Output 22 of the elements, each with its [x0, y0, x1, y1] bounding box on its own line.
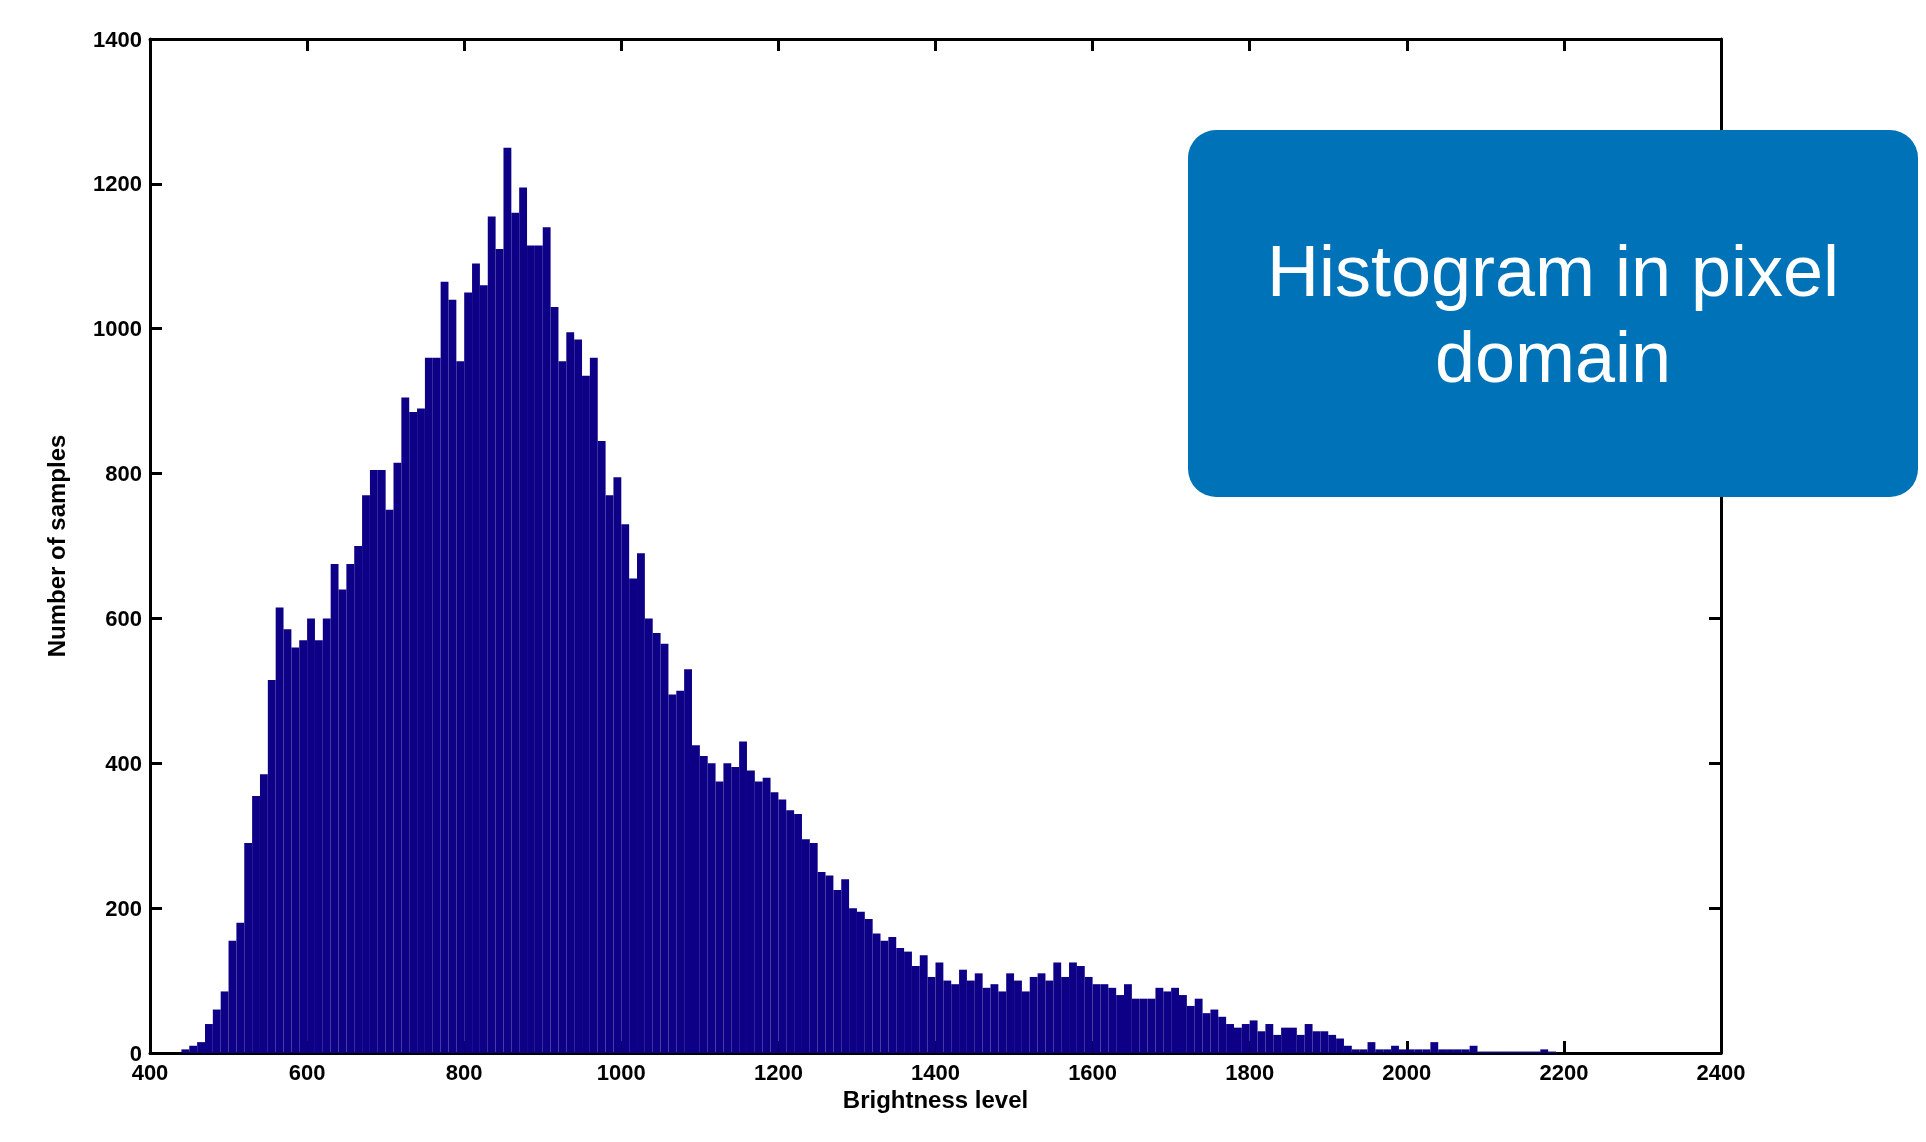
- x-tick-label: 1600: [1068, 1059, 1118, 1085]
- x-tick-label: 600: [288, 1059, 326, 1085]
- x-tick-label: 1400: [911, 1059, 960, 1085]
- x-tick-label: 2400: [1696, 1059, 1746, 1085]
- callout-box: Histogram in pixel domain: [1188, 130, 1918, 497]
- y-tick-label: 1400: [93, 26, 142, 52]
- x-axis-title: Brightness level: [842, 1086, 1029, 1114]
- x-tick-label: 1200: [753, 1059, 803, 1085]
- y-tick-label: 800: [105, 461, 142, 487]
- x-tick-label: 1000: [596, 1059, 646, 1085]
- y-tick-label: 0: [129, 1040, 142, 1066]
- y-tick-label: 200: [105, 895, 142, 921]
- x-tick-label: 800: [445, 1059, 483, 1085]
- annotation: Histogram in pixel domain: [1265, 229, 1841, 399]
- y-tick-label: 600: [105, 605, 142, 631]
- y-tick-label: 400: [105, 750, 142, 776]
- y-axis-title: Number of samples: [42, 434, 70, 658]
- x-tick-label: 1800: [1225, 1059, 1275, 1085]
- x-tick-label: 2200: [1539, 1059, 1589, 1085]
- y-tick-label: 1200: [93, 171, 142, 197]
- y-tick-label: 1000: [93, 316, 142, 342]
- x-tick-label: 2000: [1382, 1059, 1432, 1085]
